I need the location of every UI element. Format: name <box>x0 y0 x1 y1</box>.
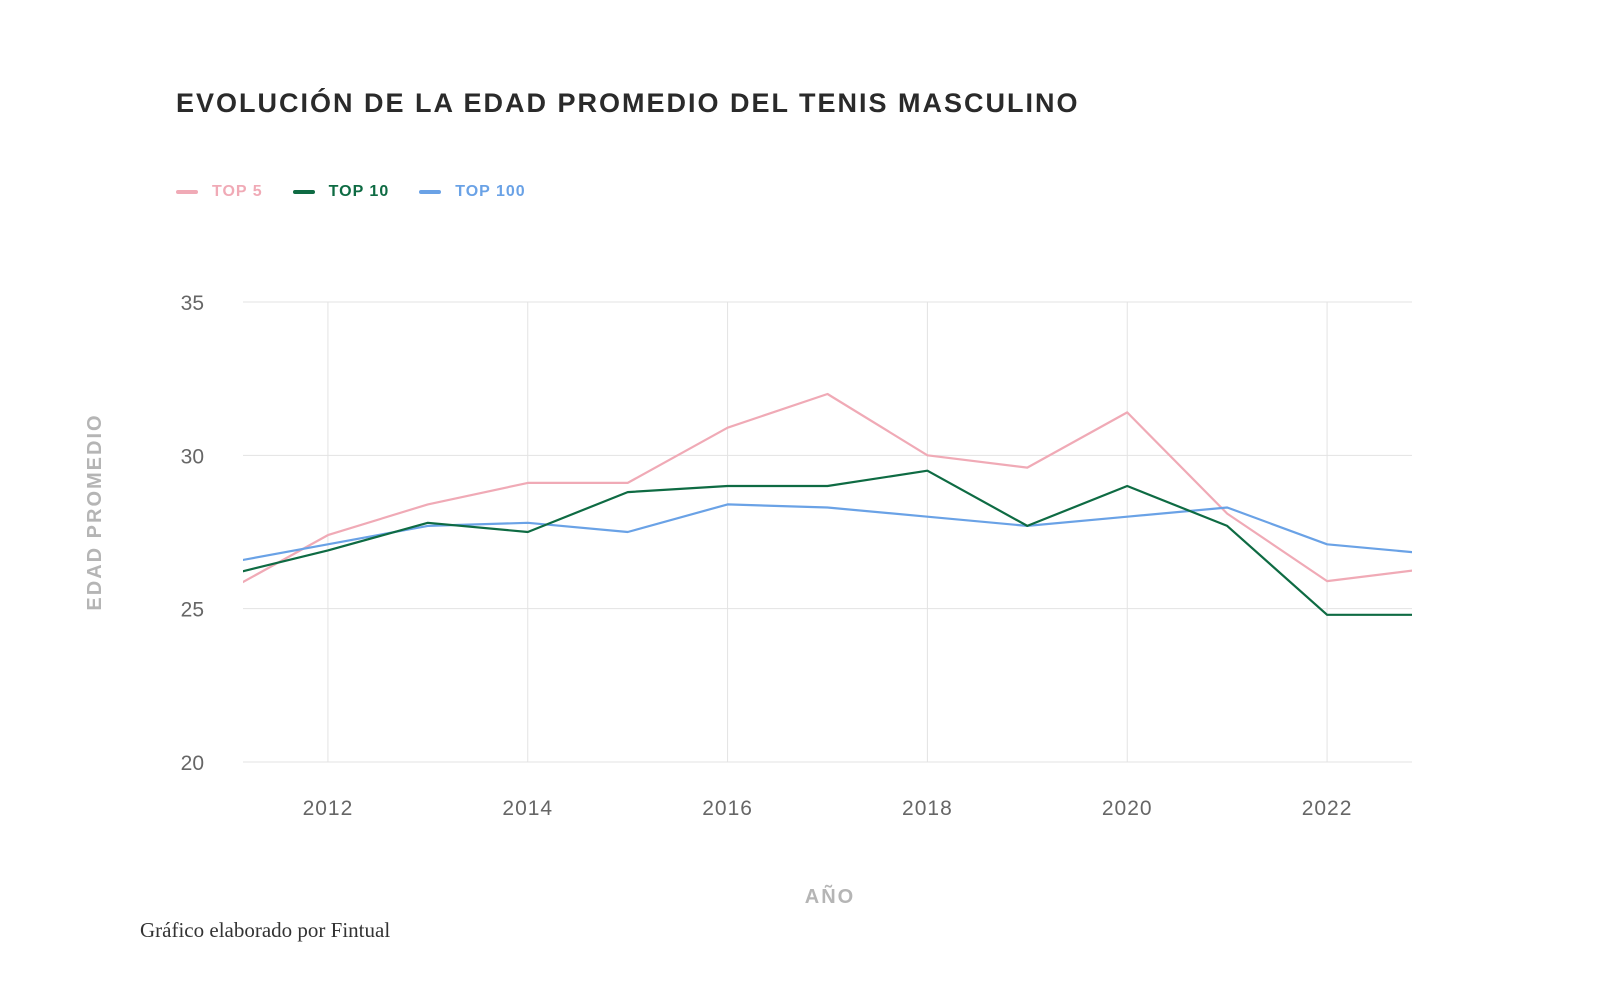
footer-credit: Gráfico elaborado por Fintual <box>140 918 391 942</box>
legend-label-top100: TOP 100 <box>455 183 526 200</box>
legend-item-top100: TOP 100 <box>419 183 525 201</box>
x-tick-label-2022: 2022 <box>1302 797 1353 820</box>
series-line-top5 <box>243 392 1412 584</box>
legend-label-top5: TOP 5 <box>212 183 263 200</box>
legend: TOP 5 TOP 10 TOP 100 <box>176 183 526 201</box>
series-line-top100 <box>243 503 1412 562</box>
legend-swatch-top100 <box>419 190 442 194</box>
chart-title: EVOLUCIÓN DE LA EDAD PROMEDIO DEL TENIS … <box>176 88 1080 118</box>
y-axis-title: EDAD PROMEDIO <box>84 413 106 610</box>
y-tick-label-25: 25 <box>181 599 204 622</box>
legend-label-top10: TOP 10 <box>328 183 390 200</box>
x-tick-label-2016: 2016 <box>702 797 753 820</box>
legend-item-top5: TOP 5 <box>176 183 263 201</box>
x-tick-label-2014: 2014 <box>502 797 553 820</box>
x-tick-label-2020: 2020 <box>1102 797 1153 820</box>
y-tick-label-20: 20 <box>181 752 204 775</box>
y-tick-label-35: 35 <box>181 292 204 315</box>
x-tick-label-2012: 2012 <box>303 797 354 820</box>
legend-swatch-top5 <box>176 190 198 194</box>
x-tick-label-2018: 2018 <box>902 797 953 820</box>
series-line-top10 <box>243 469 1412 616</box>
y-tick-label-30: 30 <box>181 445 204 468</box>
x-axis-title: AÑO <box>805 885 855 908</box>
legend-item-top10: TOP 10 <box>292 183 390 201</box>
legend-swatch-top10 <box>292 190 315 194</box>
